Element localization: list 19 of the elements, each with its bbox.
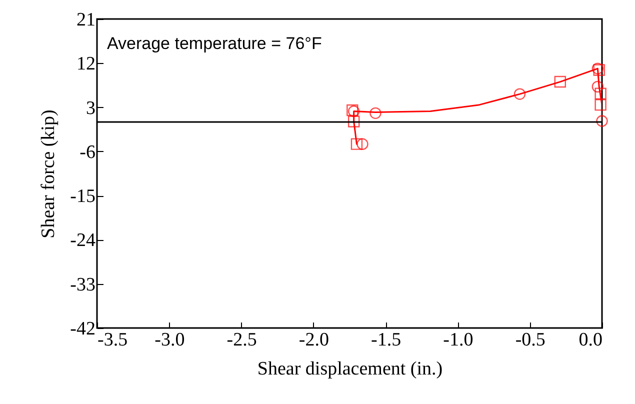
- y-tick-label: 12: [76, 54, 96, 75]
- x-tick-label: -3.0: [154, 330, 185, 350]
- y-axis-title: Shear force (kip): [38, 110, 60, 238]
- x-axis-title: Shear displacement (in.): [257, 358, 443, 380]
- y-tick-label: 21: [76, 10, 96, 30]
- y-tick-label: -42: [70, 318, 96, 340]
- y-tick-label: -6: [80, 142, 96, 163]
- x-tick-label: -2.5: [226, 330, 257, 350]
- x-tick-label: 0.0: [578, 330, 602, 350]
- y-tick-label: -24: [70, 230, 96, 252]
- x-tick-label: -0.5: [515, 330, 546, 350]
- x-tick-label: -3.5: [98, 330, 128, 350]
- y-tick-label: -15: [70, 186, 96, 208]
- y-tick-label: 3: [86, 98, 96, 119]
- annotation: Average temperature = 76°F: [107, 34, 322, 53]
- y-tick-label: -33: [70, 274, 96, 296]
- x-tick-label: -1.5: [371, 330, 402, 350]
- x-tick-label: -2.0: [298, 330, 329, 350]
- x-tick-label: -1.0: [443, 330, 474, 350]
